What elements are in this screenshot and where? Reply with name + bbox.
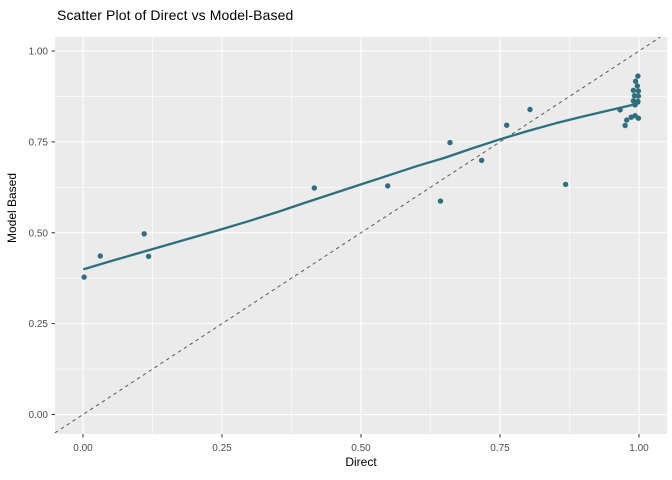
y-axis-tick-label: 0.50 <box>29 228 49 239</box>
x-axis-tick-label: 0.50 <box>351 443 371 454</box>
data-point <box>635 115 642 121</box>
data-point <box>504 122 510 128</box>
data-point <box>311 185 317 191</box>
data-point <box>145 253 152 260</box>
x-axis-title: Direct <box>345 455 377 469</box>
data-point <box>630 87 637 94</box>
data-point <box>635 88 642 94</box>
data-point <box>635 93 642 99</box>
chart-title: Scatter Plot of Direct vs Model-Based <box>57 7 294 23</box>
data-point <box>635 73 641 79</box>
data-point <box>478 157 485 164</box>
data-point <box>635 98 641 105</box>
x-axis-tick-label: 0.00 <box>73 443 93 454</box>
data-point <box>385 183 391 189</box>
trend-line <box>82 102 641 271</box>
y-axis-tick-label: 0.75 <box>29 137 49 148</box>
data-point <box>97 253 104 259</box>
y-axis-tick-label: 1.00 <box>29 46 49 57</box>
x-axis-tick-label: 0.25 <box>212 443 232 454</box>
data-point <box>631 93 638 99</box>
data-point <box>624 117 630 123</box>
data-point <box>630 98 637 104</box>
data-point <box>437 198 444 204</box>
data-point <box>447 139 453 146</box>
data-point <box>634 83 640 89</box>
y-axis-title: Model Based <box>5 172 19 244</box>
data-point <box>141 231 147 237</box>
x-axis-tick-label: 0.75 <box>490 443 510 454</box>
data-point <box>562 181 569 188</box>
y-axis-tick-label: 0.25 <box>29 319 49 330</box>
data-point <box>632 78 639 84</box>
identity-dashed-line <box>54 36 661 434</box>
y-axis-tick-label: 0.00 <box>29 410 49 421</box>
data-point <box>81 274 87 280</box>
data-point <box>527 106 533 113</box>
x-axis-tick-label: 1.00 <box>629 443 649 454</box>
data-point <box>622 122 628 129</box>
data-point <box>617 107 623 113</box>
